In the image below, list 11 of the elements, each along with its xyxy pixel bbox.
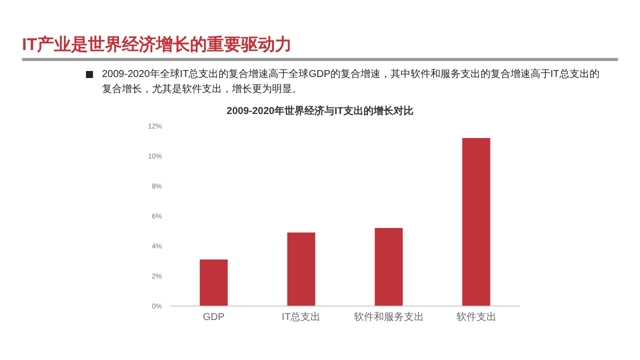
bar	[462, 138, 490, 306]
chart-title: IT产业是世界经济增长的重要驱动力	[22, 34, 292, 56]
chart-subtitle: 2009-2020年世界经济与IT支出的增长对比	[226, 104, 414, 118]
text: 2009-2020年全球IT总支出的复合增速高于全球GDP的复合增速，其中软件和服务支出的复合增速高于IT总支出的复合增长，尤其是软件支出，增长更为明显。	[102, 68, 600, 97]
x-tick-label: GDP	[202, 312, 225, 323]
bar	[200, 260, 228, 306]
x-tick-label: IT总支出	[282, 311, 321, 323]
x-tick-label: 软件支出	[456, 311, 496, 323]
bar	[287, 232, 316, 306]
bar	[374, 228, 403, 306]
x-tick-label: 软件和服务支出	[354, 311, 424, 323]
